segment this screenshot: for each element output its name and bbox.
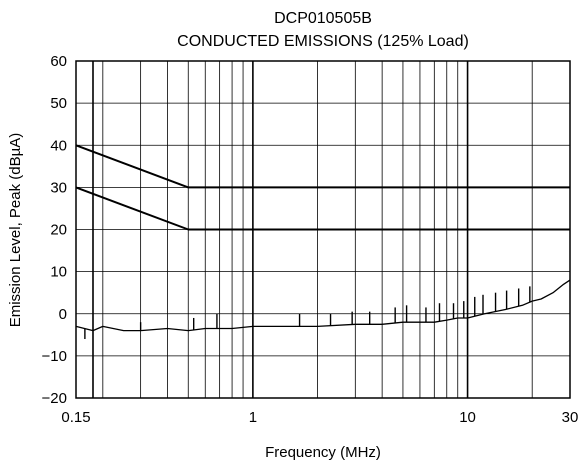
y-axis-label: Emission Level, Peak (dBµA) (7, 133, 24, 328)
limit-line-1 (75, 144, 570, 189)
y-tick-label: −20 (42, 390, 67, 407)
emission-trace (75, 279, 571, 332)
chart-subtitle: CONDUCTED EMISSIONS (125% Load) (177, 33, 469, 50)
x-tick-label: 1 (249, 409, 257, 426)
x-tick-labels: 0.15 1 10 30 (61, 409, 578, 426)
limit-line-2 (75, 186, 570, 231)
y-tick-label: 30 (50, 179, 67, 196)
y-tick-label: 60 (50, 53, 67, 70)
y-tick-label: 40 (50, 137, 67, 154)
x-tick-label: 10 (459, 409, 476, 426)
y-tick-labels: −20 −10 0 10 20 30 40 50 60 (42, 53, 67, 407)
series-layer (75, 144, 571, 340)
x-tick-label: 0.15 (61, 409, 90, 426)
y-tick-label: 0 (59, 306, 67, 323)
y-tick-label: 20 (50, 222, 67, 239)
y-tick-label: 10 (50, 264, 67, 281)
x-axis-label: Frequency (MHz) (265, 444, 381, 461)
y-tick-label: 50 (50, 95, 67, 112)
plot-frame (75, 60, 571, 399)
x-tick-label: 30 (562, 409, 579, 426)
y-tick-label: −10 (42, 348, 67, 365)
chart-title: DCP010505B (274, 10, 372, 27)
